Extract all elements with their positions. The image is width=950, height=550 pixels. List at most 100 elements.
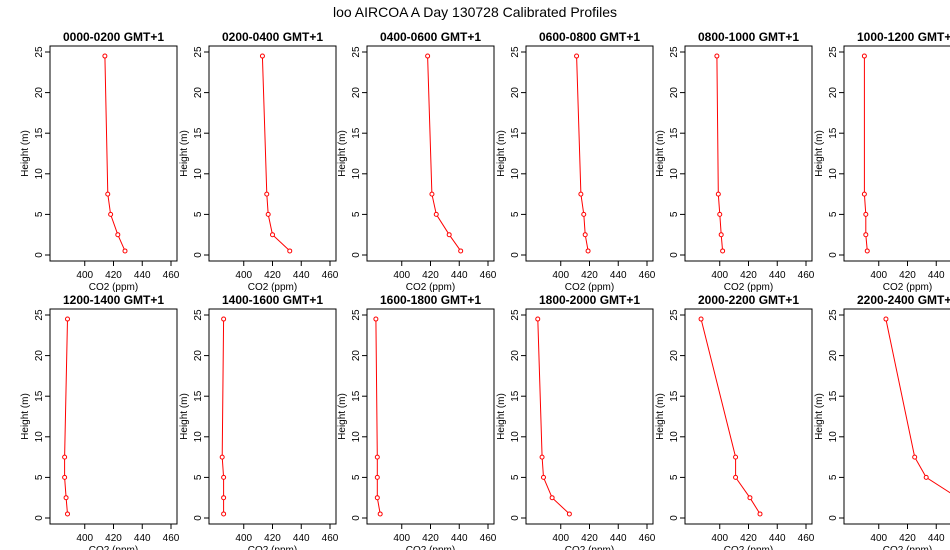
data-point [458,248,464,254]
chart-panel-10: 1800-2000 GMT+1 0 5 10 15 20 25 400 420 440 460 CO2… [496,293,656,550]
x-tick-label: 400 [76,533,93,544]
x-tick-label: 440 [134,533,151,544]
data-point [883,316,889,322]
x-tick-label: 440 [293,533,310,544]
data-point [264,191,270,197]
data-point [265,211,271,217]
x-tick-label: 460 [322,533,339,544]
chart-panel-12: 2200-2400 GMT+10510152025400420440460CO2… [814,293,950,550]
y-tick-label: 10 [510,431,521,443]
y-tick-label: 25 [510,309,521,321]
data-point [115,232,121,238]
profile-line [64,319,68,514]
data-point [535,316,541,322]
x-tick-label: 440 [610,270,627,281]
x-tick-label: 440 [134,270,151,281]
profile-line [261,56,291,252]
y-tick-label: 10 [510,168,521,180]
data-point [102,53,108,59]
data-point [259,53,265,59]
data-point [541,474,546,480]
profile-line [427,56,462,252]
x-tick-label: 400 [870,533,887,544]
y-tick-label: 25 [510,46,521,58]
data-point [864,248,870,254]
x-tick-label: 420 [422,533,439,544]
y-tick-label: 0 [193,515,204,521]
x-tick-label: 440 [928,533,945,544]
y-axis-label: Height (m) [496,393,507,440]
data-point [377,511,383,517]
y-tick-label: 25 [669,309,680,321]
y-tick-label: 5 [669,211,680,217]
plot-frame [208,45,337,262]
x-tick-label: 400 [870,270,887,281]
x-tick-label: 420 [264,270,281,281]
profile-line [104,56,126,252]
x-tick-label: 440 [451,533,468,544]
x-tick-label: 420 [740,270,757,281]
y-tick-label: 25 [193,309,204,321]
data-point [861,191,867,197]
y-tick-label: 20 [828,350,839,362]
y-tick-label: 20 [351,350,362,362]
data-point [287,248,293,254]
x-axis-label: CO2 (ppm) [883,545,932,550]
data-point [733,474,739,480]
x-tick-label: 420 [105,533,122,544]
x-tick-label: 400 [235,533,252,544]
data-point [578,191,584,197]
data-point [62,474,68,480]
x-tick-label: 460 [639,270,656,281]
x-tick-label: 400 [711,270,728,281]
x-axis-label: CO2 (ppm) [724,282,773,293]
chart-panel-6: 1000-1200 GMT+10510152025400420440460CO2… [814,30,950,293]
y-tick-label: 0 [510,252,521,258]
x-axis-label: CO2 (ppm) [248,545,297,550]
panel-title: 1800-2000 GMT+1 [539,293,640,307]
y-tick-label: 15 [669,127,680,139]
y-tick-label: 20 [34,87,45,99]
x-tick-label: 400 [393,533,410,544]
y-tick-label: 20 [669,87,680,99]
panel-title: 1000-1200 GMT+1 [857,30,950,44]
y-tick-label: 0 [351,252,362,258]
y-tick-label: 15 [34,390,45,402]
y-tick-label: 0 [828,252,839,258]
plot-frame [49,45,178,262]
x-tick-label: 420 [899,533,916,544]
y-tick-label: 0 [828,515,839,521]
data-point [733,454,739,460]
y-tick-label: 25 [351,46,362,58]
y-tick-label: 5 [669,474,680,480]
y-axis-label: Height (m) [655,393,666,440]
plot-frame [684,45,813,262]
figure-title: loo AIRCOA A Day 130728 Calibrated Profi… [333,4,617,20]
x-tick-label: 440 [928,270,945,281]
data-point [582,232,588,238]
x-tick-label: 420 [899,270,916,281]
y-tick-label: 0 [34,252,45,258]
x-tick-label: 460 [163,533,180,544]
x-axis-label: CO2 (ppm) [89,282,138,293]
y-tick-label: 20 [669,350,680,362]
panel-title: 0200-0400 GMT+1 [222,30,323,44]
y-tick-label: 20 [828,87,839,99]
y-axis-label: Height (m) [20,393,31,440]
plot-frame [843,45,950,262]
chart-panel-5: 0800-1000 GMT+1 0 5 10 15 20 25 400 420 440 460 CO2… [655,30,815,293]
y-axis-label: Height (m) [337,130,348,177]
data-point [63,495,69,501]
x-axis-label: CO2 (ppm) [406,282,455,293]
chart-panel-4: 0600-0800 GMT+1 0 5 10 15 20 25 400 420 440 460 CO2… [496,30,656,293]
data-point [747,495,753,501]
y-tick-label: 10 [828,431,839,443]
x-axis-label: CO2 (ppm) [883,282,932,293]
y-tick-label: 10 [351,431,362,443]
data-point [219,454,225,460]
data-point [912,454,918,460]
chart-panel-9: 1600-1800 GMT+1 0 5 10 15 20 25 400 420 440 460 CO2… [337,293,497,550]
data-point [574,53,580,59]
data-point [549,495,555,501]
data-point [270,232,275,238]
